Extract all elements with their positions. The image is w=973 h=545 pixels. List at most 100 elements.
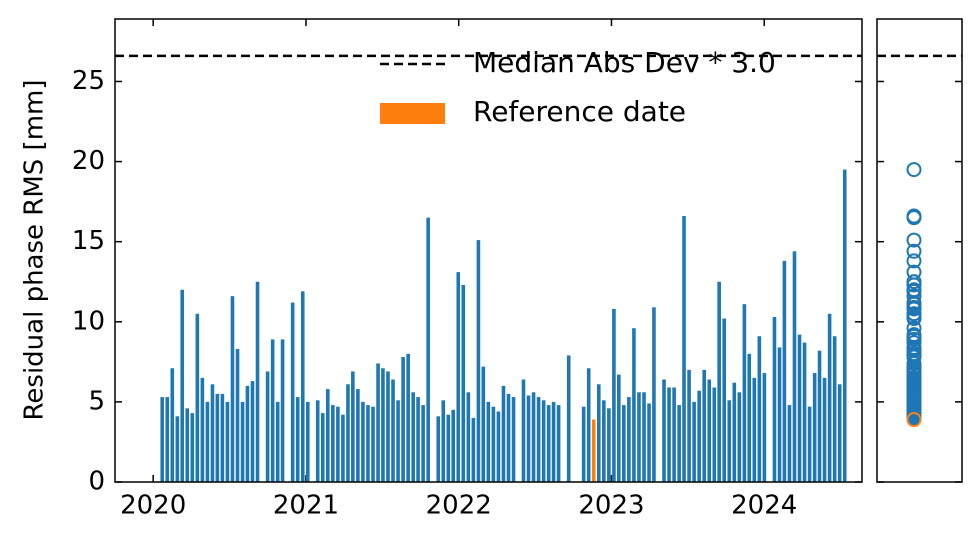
bar [672, 387, 676, 482]
bar [837, 384, 842, 482]
bar [787, 405, 792, 482]
bar [677, 405, 681, 482]
y-tick-label: 5 [88, 386, 105, 416]
side-point [906, 232, 922, 248]
side-point [906, 274, 922, 290]
bar [792, 251, 797, 482]
bar [300, 291, 305, 482]
bar [802, 342, 807, 482]
bar [230, 296, 235, 482]
bar [451, 409, 456, 482]
bar [702, 369, 706, 482]
side-point [906, 306, 922, 322]
bar [185, 408, 190, 482]
bar [722, 318, 727, 482]
bar [381, 368, 385, 482]
bar [486, 401, 491, 482]
bar [346, 384, 350, 482]
bar [200, 377, 205, 482]
bar [717, 281, 721, 482]
side-point [906, 376, 922, 392]
bar [436, 416, 441, 482]
bar [305, 401, 310, 482]
bar [526, 395, 531, 482]
bar [441, 400, 446, 482]
bar [290, 302, 295, 482]
bar [842, 169, 847, 482]
x-tick-label: 2022 [426, 491, 492, 521]
axes-frame [114, 18, 863, 483]
y-tick-label: 0 [88, 467, 105, 497]
bar [165, 397, 170, 482]
side-point [906, 365, 922, 381]
bar [667, 387, 671, 482]
bar [556, 405, 561, 482]
bar [466, 392, 471, 482]
side-point [906, 343, 922, 359]
bar [175, 416, 180, 482]
bar [391, 379, 395, 482]
bar [371, 406, 375, 482]
bar [707, 379, 712, 482]
bar [215, 393, 220, 482]
bar [280, 339, 285, 482]
bar [416, 397, 420, 482]
bar [351, 371, 355, 482]
bar [386, 371, 390, 482]
bar [496, 411, 501, 482]
bar [627, 397, 631, 482]
bar [275, 401, 280, 482]
bar [270, 339, 275, 482]
bar [426, 217, 430, 482]
bar [325, 389, 330, 482]
bar [336, 406, 340, 482]
bar [612, 308, 616, 482]
bar [225, 401, 230, 482]
bar [160, 397, 165, 482]
bar [777, 347, 782, 482]
bar [536, 397, 541, 482]
bar [812, 373, 817, 482]
bar [331, 405, 335, 482]
bar [511, 397, 516, 482]
bar [682, 216, 686, 482]
bar [341, 414, 345, 482]
bar [195, 313, 200, 482]
bar [602, 400, 606, 482]
bar [356, 389, 360, 482]
bar [180, 289, 185, 482]
bar [421, 405, 425, 482]
legend-swatch [380, 103, 445, 124]
side-point [906, 320, 922, 336]
x-tick-label: 2024 [731, 491, 797, 521]
bar [411, 392, 415, 482]
side-point [906, 162, 922, 178]
bar [401, 357, 405, 482]
bar [551, 401, 556, 482]
bar [807, 406, 812, 482]
bar [541, 400, 546, 482]
bar [406, 353, 410, 482]
bar [205, 401, 210, 482]
bar [250, 381, 255, 482]
bar [190, 413, 195, 482]
bar [506, 393, 511, 482]
bar [320, 413, 325, 482]
bar [727, 400, 732, 482]
bar [652, 307, 656, 482]
side-point [906, 370, 922, 386]
bar [546, 405, 551, 482]
bar [531, 392, 536, 482]
bar [361, 401, 365, 482]
side-frame [876, 18, 963, 483]
bar [632, 328, 636, 482]
bar [566, 355, 571, 482]
bar [521, 379, 526, 482]
x-tick-label: 2023 [578, 491, 644, 521]
bar [220, 393, 225, 482]
bar [265, 371, 270, 482]
bar [757, 336, 762, 482]
bar [586, 368, 591, 482]
